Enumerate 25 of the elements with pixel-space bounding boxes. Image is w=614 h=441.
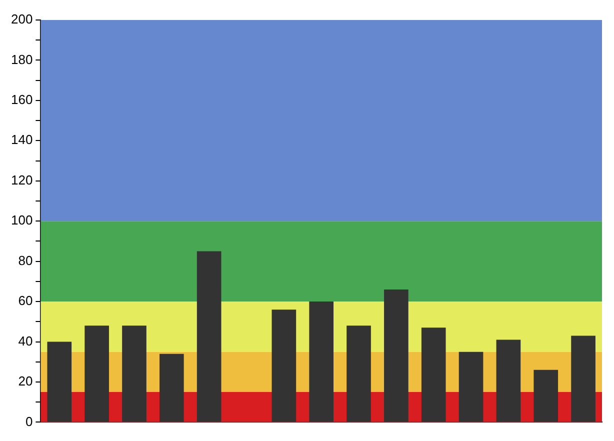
y-tick-label: 40 [18,333,33,348]
y-tick-label: 0 [25,414,33,429]
bar [47,342,72,422]
bar [384,289,408,422]
bar [84,326,109,422]
bar [421,328,446,422]
bar [458,352,484,422]
y-tick-label: 80 [18,252,33,268]
y-tick-label: 180 [10,52,33,67]
y-tick-label: 100 [10,212,33,228]
y-tick-label: 140 [10,132,33,148]
y-tick-label: 20 [18,374,33,389]
bar [496,340,521,422]
bar [534,370,558,422]
y-tick-label: 60 [18,293,33,308]
bar [196,251,222,422]
bar [272,310,296,422]
bar [571,336,596,422]
y-tick-label: 200 [10,12,33,27]
y-tick-label: 120 [10,172,33,188]
bar [122,326,146,422]
bar [346,326,371,422]
y-tick-label: 160 [10,92,33,108]
bar [309,302,334,422]
bar [160,354,184,422]
